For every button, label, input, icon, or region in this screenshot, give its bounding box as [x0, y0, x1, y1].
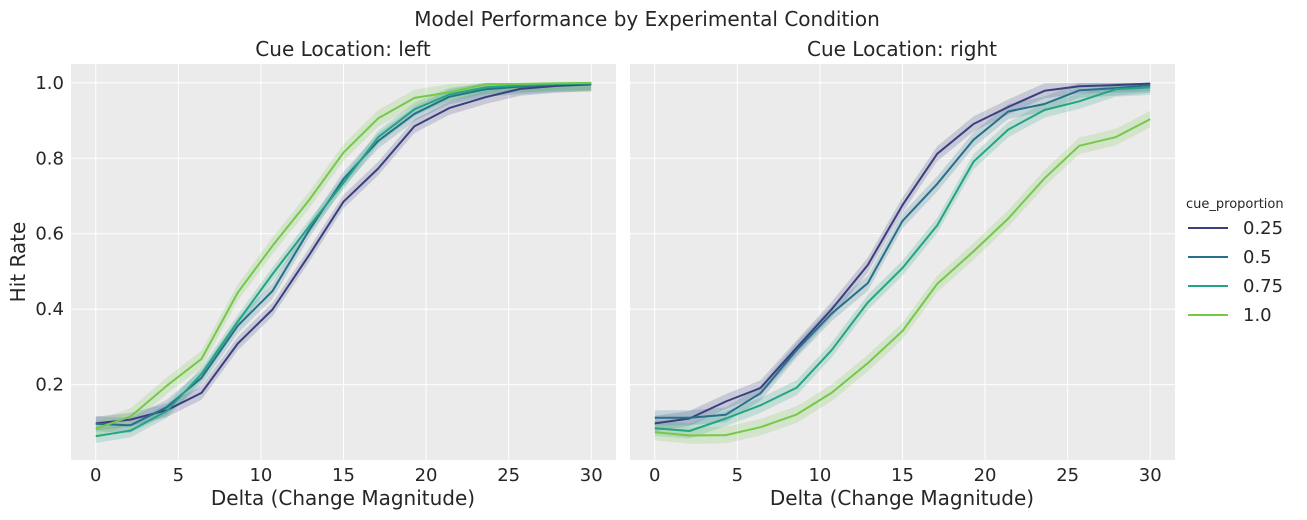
left-panel-series-line-1.0: [95, 81, 592, 430]
left-panel-band-0.5: [95, 82, 592, 433]
left-panel: Cue Location: left Delta (Change Magnitu…: [35, 37, 616, 510]
right-panel-title: Cue Location: right: [807, 37, 997, 61]
y-axis-label: Hit Rate: [6, 222, 30, 303]
right-panel-series-line-0.5: [654, 84, 1151, 419]
legend: cue_proportion 0.25 0.5 0.75 1.0: [1186, 197, 1284, 326]
left-panel-title: Cue Location: left: [255, 37, 431, 61]
figure-title: Model Performance by Experimental Condit…: [414, 7, 880, 31]
legend-label-0.5: 0.5: [1243, 247, 1272, 268]
legend-label-1.0: 1.0: [1243, 305, 1272, 326]
left-panel-series-line-0.25: [95, 83, 592, 425]
left-panel-plot-area: [71, 64, 616, 460]
left-panel-x-tick-label: 10: [249, 465, 272, 486]
left-panel-x-axis-label: Delta (Change Magnitude): [211, 486, 475, 510]
right-panel-band-0.75: [654, 82, 1151, 439]
right-panel-x-tick-label: 0: [649, 465, 660, 486]
left-panel-series-line-0.75: [95, 82, 592, 438]
left-panel-y-tick-label: 0.6: [35, 224, 64, 245]
legend-label-0.75: 0.75: [1243, 276, 1283, 297]
right-panel-x-tick-label: 30: [1139, 465, 1162, 486]
right-panel-series-line-1.0: [654, 118, 1151, 437]
right-panel-x-tick-label: 5: [732, 465, 743, 486]
right-panel-x-tick-label: 10: [808, 465, 831, 486]
right-panel-band-1.0: [654, 110, 1151, 444]
left-panel-y-tick-label: 0.2: [35, 375, 64, 396]
left-panel-y-tick-label: 0.4: [35, 299, 64, 320]
right-panel-series-line-0.25: [654, 82, 1151, 425]
right-panel: Cue Location: right Delta (Change Magnit…: [630, 37, 1175, 510]
left-panel-y-tick-label: 0.8: [35, 148, 64, 169]
right-panel-x-tick-label: 20: [974, 465, 997, 486]
left-panel-x-tick-label: 15: [332, 465, 355, 486]
left-panel-x-tick-label: 20: [415, 465, 438, 486]
right-panel-series-line-0.75: [654, 86, 1151, 432]
legend-label-0.25: 0.25: [1243, 218, 1283, 239]
left-panel-y-tick-label: 1.0: [35, 73, 64, 94]
right-panel-plot-area: [630, 64, 1175, 460]
legend-title: cue_proportion: [1186, 197, 1284, 212]
right-panel-x-axis-label: Delta (Change Magnitude): [770, 486, 1034, 510]
right-panel-x-tick-label: 25: [1056, 465, 1079, 486]
left-panel-x-tick-label: 5: [173, 465, 184, 486]
left-panel-x-tick-label: 30: [580, 465, 603, 486]
right-panel-x-tick-label: 15: [891, 465, 914, 486]
left-panel-x-tick-label: 25: [497, 465, 520, 486]
left-panel-x-tick-label: 0: [90, 465, 101, 486]
